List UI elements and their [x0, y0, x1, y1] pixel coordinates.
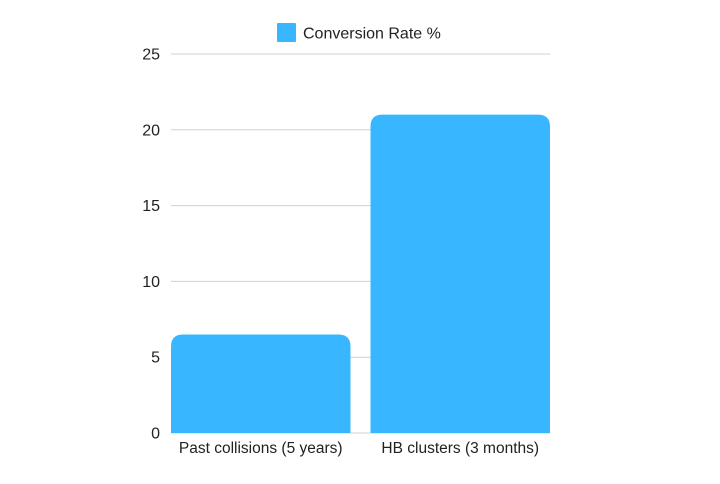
bar-hb-clusters	[370, 114, 550, 433]
x-category-label: HB clusters (3 months)	[381, 440, 539, 457]
y-tick-label: 15	[142, 198, 160, 215]
bar-past-collisions	[171, 334, 351, 433]
legend: Conversion Rate %	[277, 23, 441, 43]
y-tick-label: 10	[142, 274, 160, 291]
y-tick-label: 20	[142, 122, 160, 139]
y-tick-label: 5	[151, 350, 160, 367]
y-axis-tick-labels: 0 5 10 15 20 25	[142, 47, 160, 443]
y-tick-label: 0	[151, 426, 160, 443]
legend-label-conversion-rate: Conversion Rate %	[303, 26, 441, 43]
legend-swatch	[277, 23, 296, 42]
x-axis-category-labels: Past collisions (5 years) HB clusters (3 …	[179, 440, 539, 457]
x-category-label: Past collisions (5 years)	[179, 440, 343, 457]
y-tick-label: 25	[142, 47, 160, 64]
bars	[171, 114, 550, 433]
